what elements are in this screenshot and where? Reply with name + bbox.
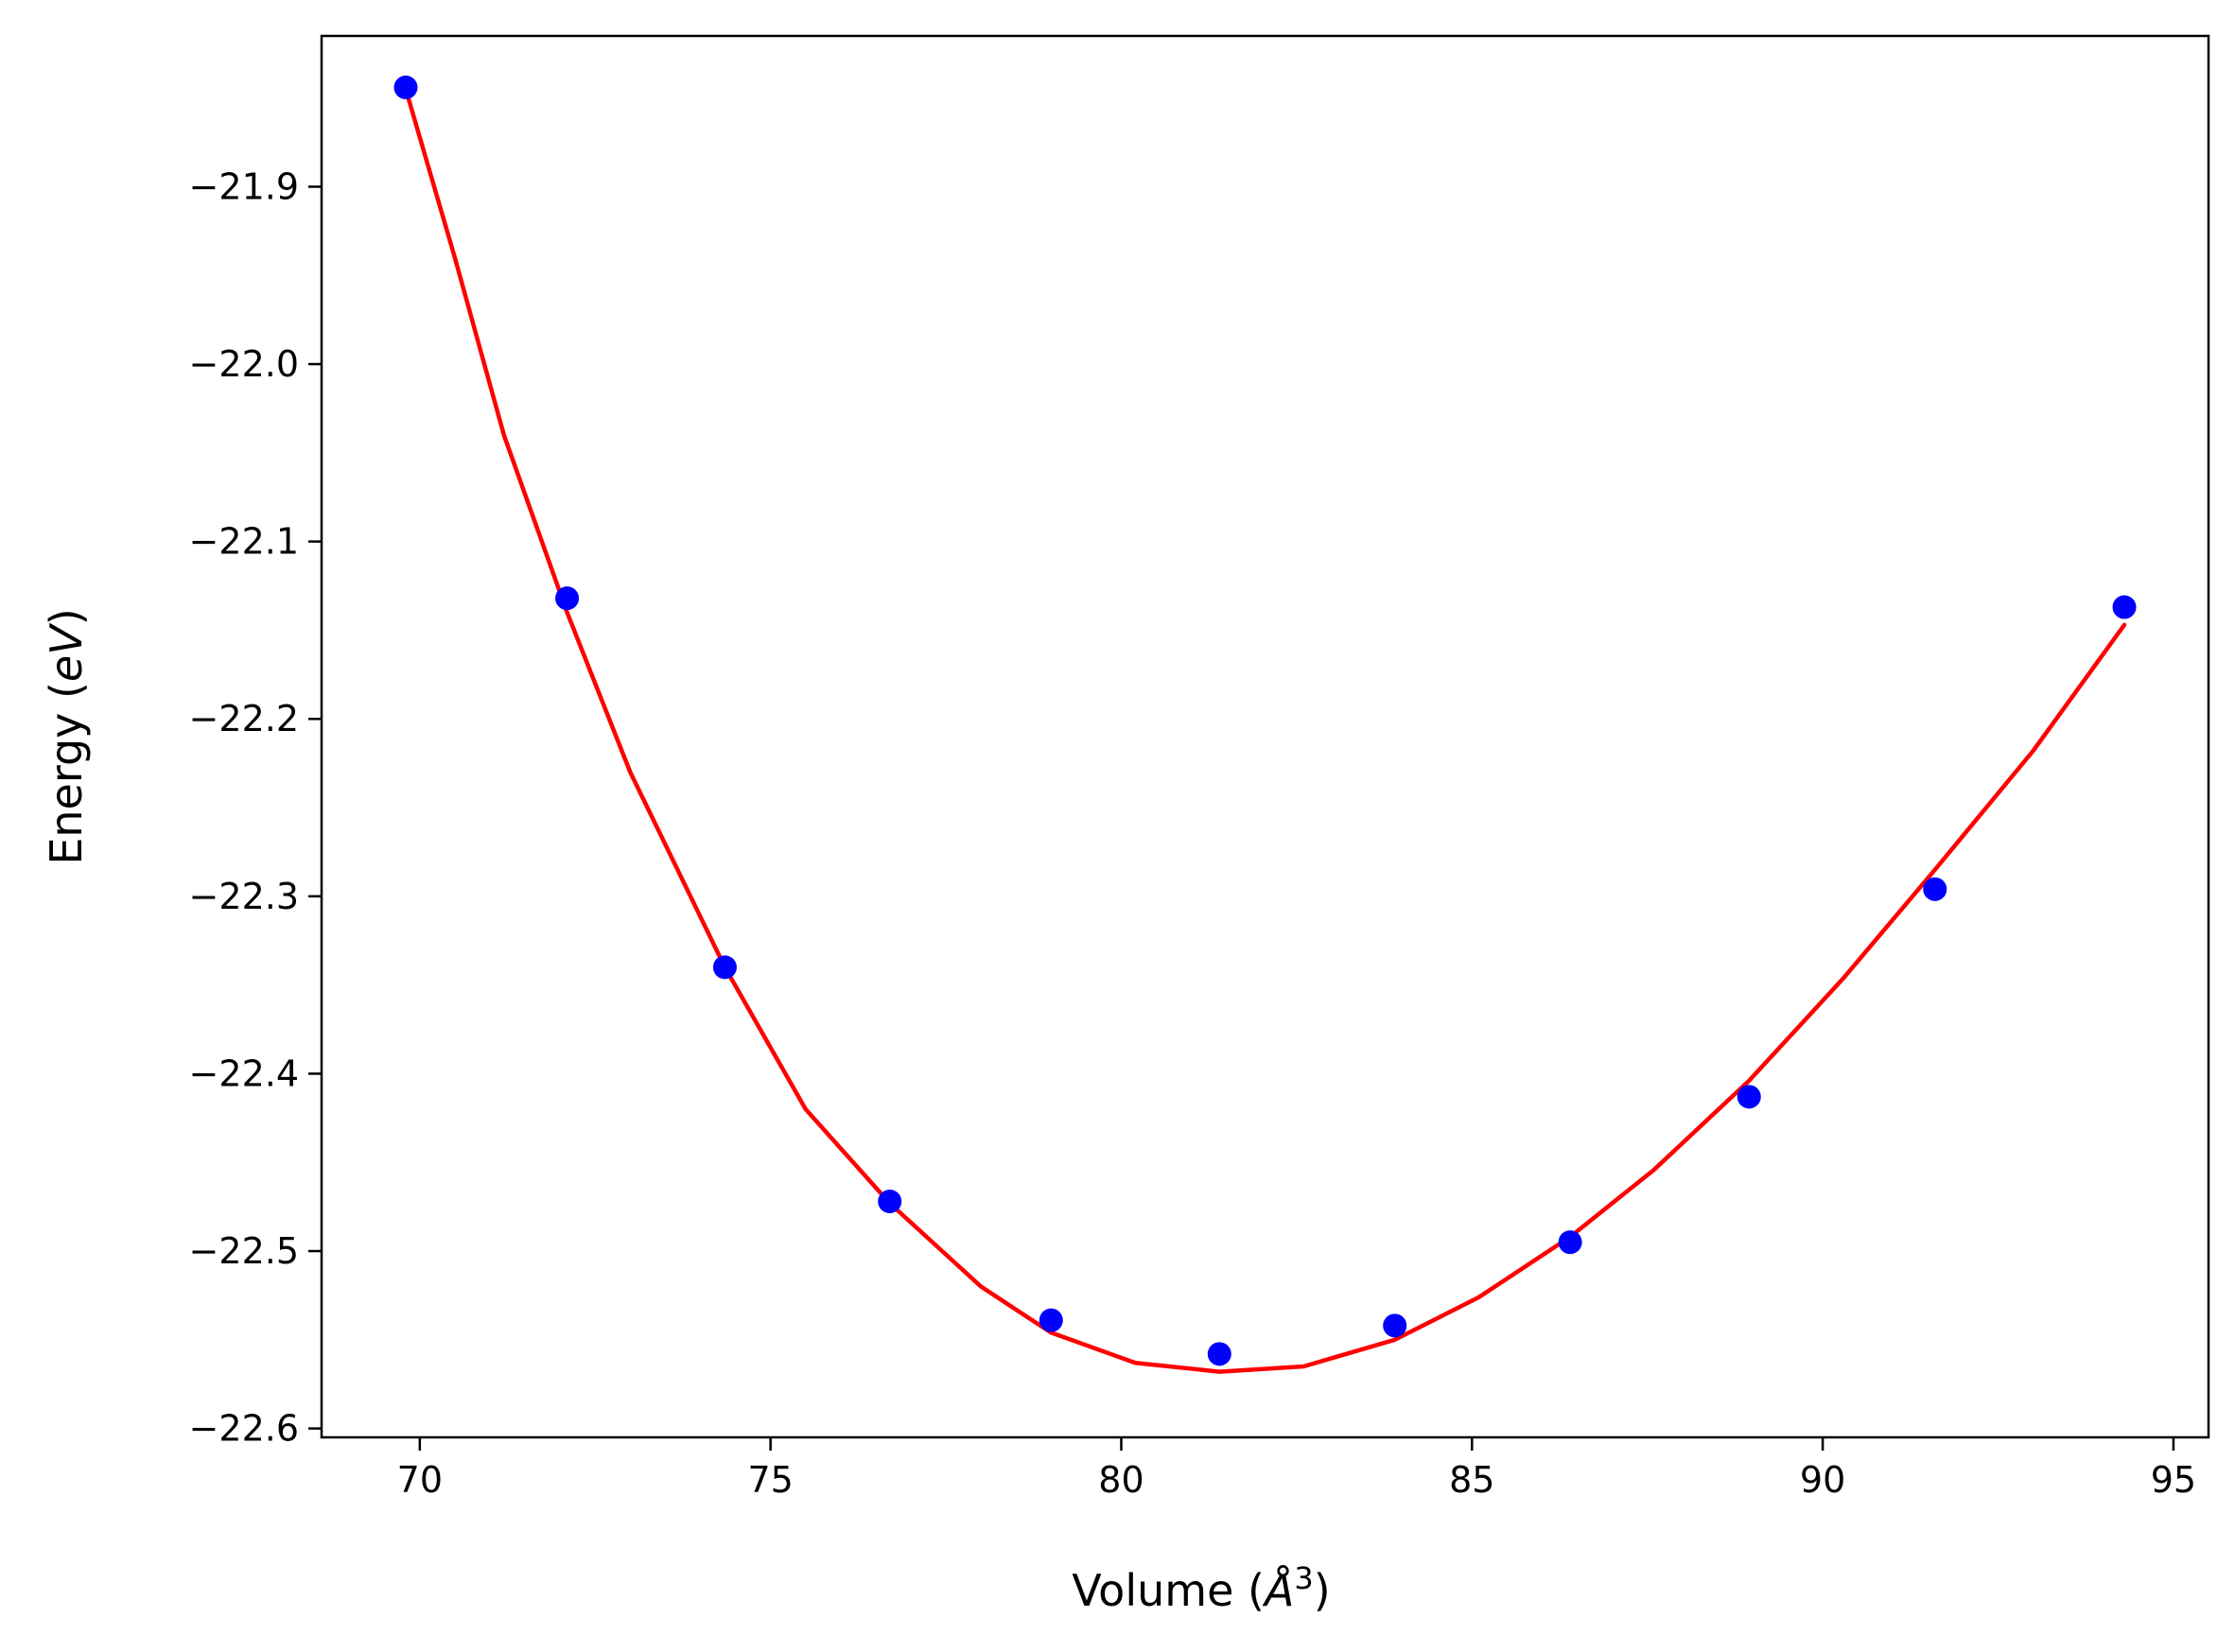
data-point	[1737, 1085, 1761, 1109]
y-tick-label: −22.4	[189, 1052, 299, 1094]
y-axis-ticks: −22.6 −22.5 −22.4 −22.3 −22.2 −22.1 −22.0 −21.9	[189, 165, 322, 1450]
x-tick-label: 80	[1098, 1459, 1144, 1501]
y-tick-label: −22.3	[189, 876, 299, 917]
x-tick-label: 75	[747, 1459, 793, 1501]
y-tick-label: −22.6	[189, 1408, 299, 1450]
x-tick-label: 90	[1800, 1459, 1845, 1501]
data-point	[393, 75, 418, 99]
data-point	[712, 955, 737, 980]
x-tick-label: 95	[2151, 1459, 2196, 1501]
x-tick-label: 70	[397, 1459, 443, 1501]
y-tick-label: −21.9	[189, 165, 299, 207]
x-axis-label: Volume (Å3)	[1072, 1560, 1330, 1616]
data-point	[1207, 1342, 1231, 1366]
data-point	[555, 586, 580, 611]
plot-frame	[320, 34, 2210, 1439]
data-point	[2112, 595, 2137, 619]
data-point	[1383, 1313, 1407, 1338]
y-tick-label: −22.5	[189, 1230, 299, 1272]
data-point	[1923, 877, 1947, 901]
data-point	[878, 1189, 902, 1213]
series-layer	[393, 75, 2137, 1374]
y-axis-label: Energy (eV)	[41, 608, 92, 864]
y-tick-label: −22.1	[189, 521, 299, 563]
data-point	[1558, 1230, 1582, 1255]
y-tick-label: −22.0	[189, 343, 299, 385]
x-axis-ticks: 70 75 80 85 90 95	[397, 1437, 2196, 1501]
y-tick-label: −22.2	[189, 698, 299, 739]
x-tick-label: 85	[1449, 1459, 1494, 1501]
data-point	[1039, 1308, 1063, 1332]
fit-curve	[403, 87, 2127, 1374]
